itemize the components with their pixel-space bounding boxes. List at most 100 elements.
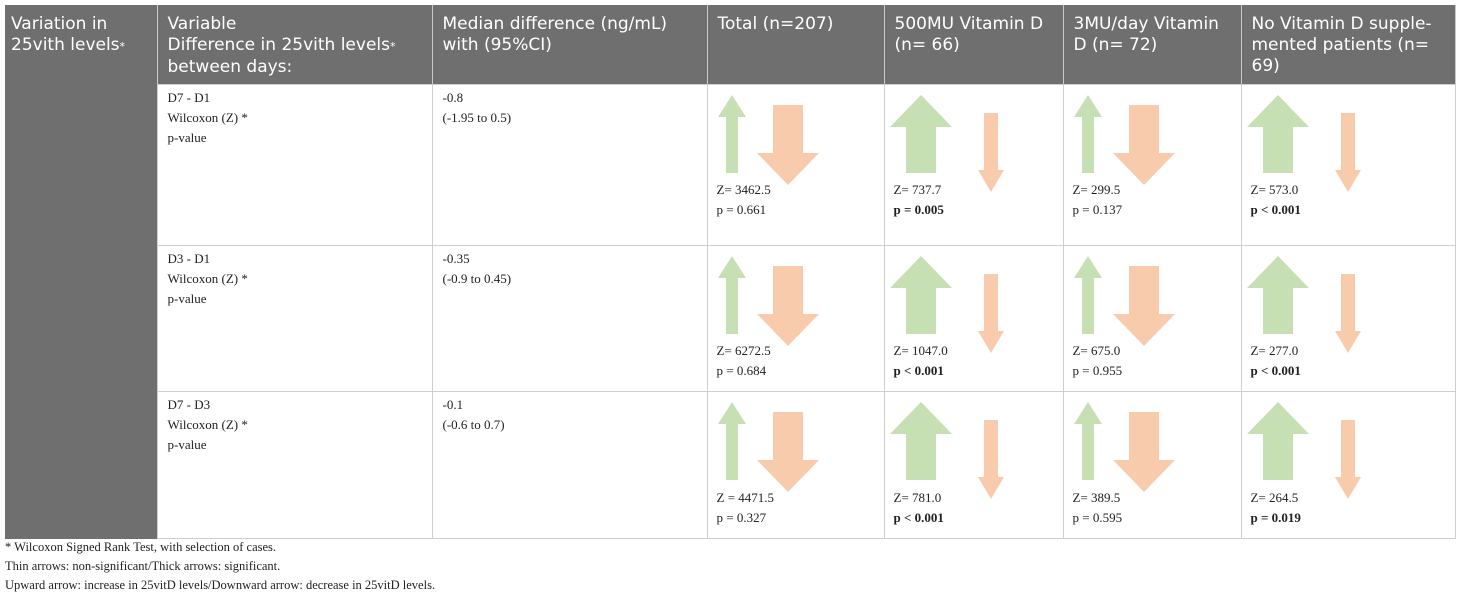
median-value: -0.8 [442,90,464,105]
up-arrow-icon [1246,95,1309,173]
up-arrow-icon [717,402,746,480]
variable-cell: D7 - D1 Wilcoxon (Z) * p-value [156,84,433,246]
z-statistic: Z= 675.0 [1072,343,1121,358]
row-side-cell [5,391,157,539]
p-value: p = 0.684 [716,363,767,378]
trend-arrows [717,95,819,185]
down-arrow-icon [977,274,1004,353]
p-value-label: p-value [167,130,207,145]
median-cell: -0.8 (-1.95 to 0.5) [431,84,708,246]
row-side-cell [5,84,157,246]
group-cell: Z= 573.0 p < 0.001 [1240,84,1456,246]
p-value: p < 0.001 [1250,202,1301,217]
group-cell: Z= 6272.5 p = 0.684 [706,245,885,392]
group-cell: Z= 1047.0 p < 0.001 [883,245,1064,392]
variable-cell: D7 - D3 Wilcoxon (Z) * p-value [156,391,433,539]
down-arrow-icon [1334,113,1361,192]
header-3mu: 3MU/day Vitamin D (n= 72) [1063,5,1242,85]
median-value: -0.1 [442,397,464,412]
trend-arrows [1246,256,1361,353]
trend-arrows [717,402,819,492]
header-variation: Variation in 25vith levels* [5,5,158,85]
group-cell: Z= 264.5 p = 0.019 [1240,391,1456,539]
down-arrow-icon [1112,266,1175,346]
comparison-label: D7 - D1 [167,90,211,105]
z-statistic: Z= 277.0 [1250,343,1299,358]
up-arrow-icon [889,95,952,173]
up-arrow-icon [1073,95,1102,173]
table-row: D7 - D1 Wilcoxon (Z) * p-value -0.8 (-1.95 t… [5,84,1456,246]
header-total: Total (n=207) [707,5,885,85]
confidence-interval: (-0.6 to 0.7) [442,417,505,432]
footnote-arrow-direction: Upward arrow: increase in 25vitD levels/… [5,578,436,592]
z-statistic: Z= 737.7 [893,182,942,197]
up-arrow-icon [1246,256,1309,334]
confidence-interval: (-0.9 to 0.45) [442,271,512,286]
up-arrow-icon [717,256,746,334]
z-statistic: Z = 4471.5 [716,490,775,505]
up-arrow-icon [717,95,746,173]
z-statistic: Z= 389.5 [1072,490,1121,505]
z-statistic: Z= 299.5 [1072,182,1121,197]
variable-cell: D3 - D1 Wilcoxon (Z) * p-value [156,245,433,392]
p-value: p < 0.001 [893,510,944,525]
header-median: Median difference (ng/mL) with (95%CI) [432,5,708,85]
group-cell: Z= 781.0 p < 0.001 [883,391,1064,539]
z-statistic: Z= 264.5 [1250,490,1299,505]
test-label: Wilcoxon (Z) * [167,110,248,125]
p-value: p = 0.661 [716,202,767,217]
up-arrow-icon [1073,402,1102,480]
trend-arrows [1073,402,1175,492]
down-arrow-icon [756,105,819,185]
footnotes: * Wilcoxon Signed Rank Test, with select… [5,538,435,595]
median-cell: -0.1 (-0.6 to 0.7) [431,391,708,539]
up-arrow-icon [1246,402,1309,480]
results-table: Variation in 25vith levels* Variable Dif… [5,5,1456,539]
down-arrow-icon [756,266,819,346]
down-arrow-icon [1334,274,1361,353]
down-arrow-icon [977,113,1004,192]
down-arrow-icon [1112,412,1175,492]
p-value: p = 0.955 [1072,363,1123,378]
trend-arrows [717,256,819,346]
trend-arrows [1073,256,1175,346]
comparison-label: D7 - D3 [167,397,211,412]
comparison-label: D3 - D1 [167,251,211,266]
trend-arrows [889,256,1004,353]
p-value: p = 0.595 [1072,510,1123,525]
group-cell: Z= 389.5 p = 0.595 [1062,391,1242,539]
p-value-label: p-value [167,437,207,452]
up-arrow-icon [889,256,952,334]
p-value: p = 0.005 [893,202,944,217]
group-cell: Z= 675.0 p = 0.955 [1062,245,1242,392]
down-arrow-icon [977,420,1004,499]
row-side-cell [5,245,157,392]
median-cell: -0.35 (-0.9 to 0.45) [431,245,708,392]
up-arrow-icon [1073,256,1102,334]
group-cell: Z= 737.7 p = 0.005 [883,84,1064,246]
header-variable: Variable Difference in 25vith levels* be… [157,5,433,85]
z-statistic: Z= 3462.5 [716,182,771,197]
header-500mu: 500MU Vitamin D (n= 66) [884,5,1064,85]
z-statistic: Z= 6272.5 [716,343,771,358]
trend-arrows [1246,402,1361,499]
group-cell: Z = 4471.5 p = 0.327 [706,391,885,539]
group-cell: Z= 277.0 p < 0.001 [1240,245,1456,392]
table-row: D7 - D3 Wilcoxon (Z) * p-value -0.1 (-0.6 to… [5,391,1456,539]
trend-arrows [889,402,1004,499]
z-statistic: Z= 573.0 [1250,182,1299,197]
trend-arrows [1246,95,1361,192]
header-row: Variation in 25vith levels* Variable Dif… [5,5,1456,85]
median-value: -0.35 [442,251,470,266]
group-cell: Z= 299.5 p = 0.137 [1062,84,1242,246]
p-value: p < 0.001 [893,363,944,378]
down-arrow-icon [1112,105,1175,185]
p-value: p = 0.137 [1072,202,1123,217]
group-cell: Z= 3462.5 p = 0.661 [706,84,885,246]
p-value-label: p-value [167,291,207,306]
trend-arrows [889,95,1004,192]
z-statistic: Z= 781.0 [893,490,942,505]
table-row: D3 - D1 Wilcoxon (Z) * p-value -0.35 (-0.9 t… [5,245,1456,392]
confidence-interval: (-1.95 to 0.5) [442,110,512,125]
z-statistic: Z= 1047.0 [893,343,948,358]
